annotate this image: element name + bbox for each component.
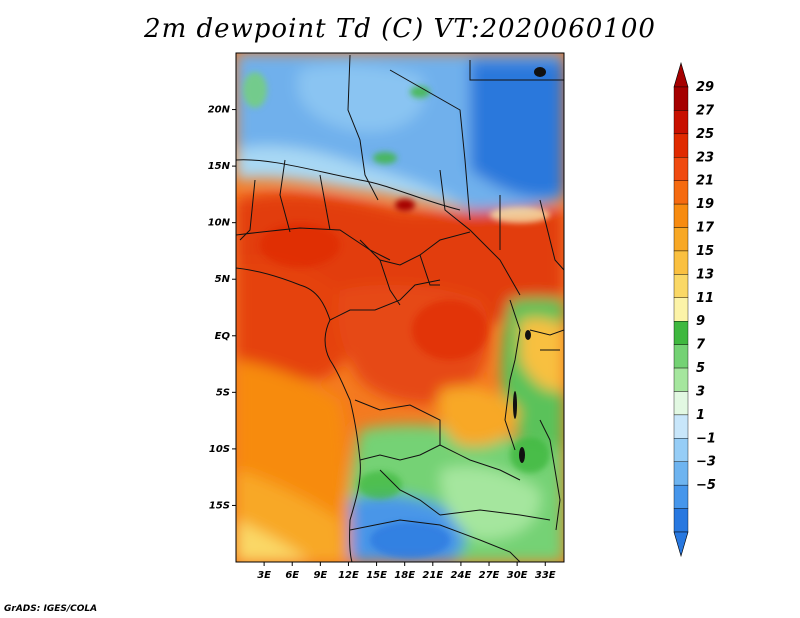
colorbar-label: −3	[696, 455, 716, 470]
y-tick-label: EQ	[215, 331, 231, 342]
x-tick-label: 15E	[366, 570, 387, 581]
field-details	[243, 72, 550, 558]
x-tick-label: 21E	[422, 570, 443, 581]
colorbar-swatch	[673, 227, 689, 252]
colorbar-label: 1	[696, 408, 705, 423]
colorbar-swatch	[673, 203, 689, 228]
x-tick-label: 9E	[313, 570, 327, 581]
colorbar-label: 5	[696, 361, 705, 376]
x-tick-label: 3E	[257, 570, 271, 581]
colorbar-swatch	[673, 367, 689, 392]
colorbar-swatch	[673, 438, 689, 462]
colorbar-label: 9	[696, 314, 705, 329]
colorbar-label: 27	[696, 103, 715, 118]
map-frame	[235, 52, 565, 563]
chart-title: 2m dewpoint Td (C) VT:2020060100	[144, 14, 656, 44]
footer-credit: GrADS: IGES/COLA	[4, 604, 98, 614]
colorbar-swatch	[673, 391, 689, 416]
colorbar-bottom-arrow	[673, 531, 689, 558]
lake-outlines	[513, 67, 546, 463]
colorbar-label: 7	[696, 338, 706, 353]
colorbar-swatch	[673, 86, 689, 111]
y-tick-label: 15S	[209, 500, 230, 511]
colorbar-label: 11	[696, 291, 714, 306]
colorbar-swatch	[673, 461, 689, 486]
colorbar-label: −1	[696, 431, 716, 446]
x-tick-label: 30E	[507, 570, 528, 581]
y-tick-label: 5S	[216, 387, 230, 398]
colorbar-swatch	[673, 414, 689, 439]
colorbar-swatch	[673, 250, 689, 275]
colorbar-label: 3	[696, 384, 705, 399]
country-borders	[236, 54, 564, 562]
x-tick-label: 24E	[451, 570, 472, 581]
colorbar-top-arrow	[673, 61, 689, 88]
colorbar-swatch	[673, 157, 689, 181]
y-tick-label: 10S	[209, 444, 230, 455]
colorbar-label: 25	[696, 127, 714, 142]
y-tick-label: 5N	[215, 274, 231, 285]
colorbar-label: 13	[696, 267, 714, 282]
colorbar: 29 27 25 23 21 19 17 15 13 11 9 7 5 3 1 −1 −3 −5	[673, 61, 716, 558]
colorbar-label: 29	[696, 80, 714, 95]
colorbar-label: 15	[696, 244, 714, 259]
x-tick-label: 18E	[394, 570, 415, 581]
colorbar-label: 19	[696, 197, 714, 212]
colorbar-label: −5	[696, 478, 716, 493]
colorbar-label: 23	[696, 150, 714, 165]
colorbar-swatch	[673, 344, 689, 369]
y-tick-label: 10N	[208, 218, 231, 229]
colorbar-swatch	[673, 110, 689, 135]
x-tick-label: 27E	[479, 570, 500, 581]
colorbar-label: 21	[696, 174, 714, 189]
colorbar-swatch	[673, 133, 689, 158]
x-tick-label: 6E	[285, 570, 299, 581]
y-tick-label: 20N	[208, 105, 231, 116]
x-axis: 3E 6E 9E 12E 15E 18E 21E 24E 27E 30E 33E	[257, 562, 556, 581]
y-tick-label: 15N	[208, 161, 231, 172]
colorbar-swatch	[673, 180, 689, 205]
colorbar-swatch	[673, 484, 689, 509]
colorbar-swatch	[673, 508, 689, 533]
colorbar-label: 17	[696, 221, 715, 236]
colorbar-swatch	[673, 274, 689, 298]
field-area	[236, 53, 564, 562]
y-axis: 20N 15N 10N 5N EQ 5S 10S 15S	[208, 105, 236, 511]
colorbar-swatch	[673, 321, 689, 345]
colorbar-swatch	[673, 297, 689, 322]
x-tick-label: 33E	[535, 570, 556, 581]
x-tick-label: 12E	[338, 570, 359, 581]
